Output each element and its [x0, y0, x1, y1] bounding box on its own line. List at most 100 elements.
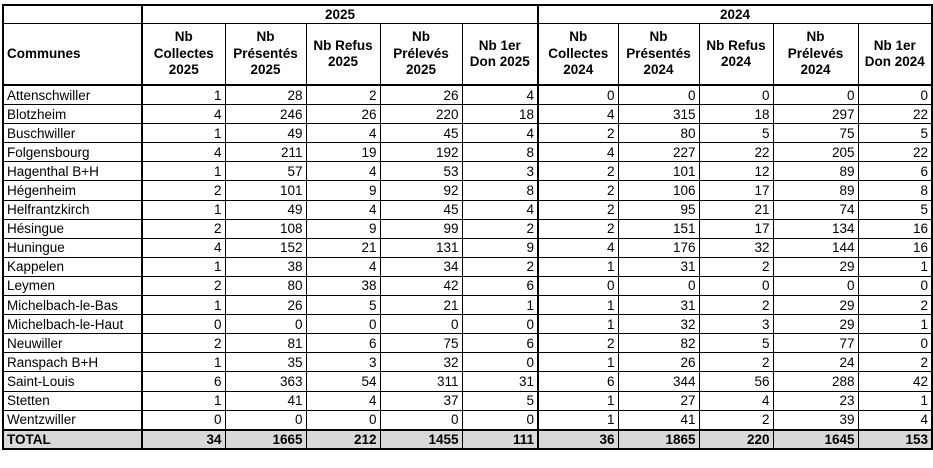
value-cell: 0: [305, 314, 381, 335]
commune-cell: Huningue: [2, 237, 143, 258]
value-cell: 4: [305, 161, 381, 182]
value-cell: 54: [305, 371, 381, 392]
value-cell: 2: [698, 295, 774, 316]
value-cell: 22: [857, 104, 933, 125]
value-cell: 6: [857, 161, 933, 182]
value-cell: 108: [224, 218, 307, 239]
value-cell: 6: [461, 275, 539, 297]
value-cell: 2: [857, 352, 933, 373]
table-row: Hagenthal B+H 1 57 4 53 3 2 101 12 89 6: [2, 161, 933, 182]
value-cell: 5: [857, 123, 933, 144]
value-cell: 21: [379, 295, 463, 316]
value-cell: 2: [698, 409, 774, 431]
value-cell: 4: [537, 104, 619, 125]
value-cell: 0: [141, 314, 226, 335]
value-cell: 18: [461, 104, 539, 125]
value-cell: 2: [141, 275, 226, 297]
table-row: Saint-Louis 6 363 54 311 31 6 344 56 288 42: [2, 371, 933, 392]
value-cell: 24: [772, 352, 859, 373]
value-cell: 0: [461, 314, 539, 335]
value-cell: 106: [617, 180, 700, 201]
value-cell: 0: [857, 84, 933, 106]
value-cell: 37: [379, 390, 463, 411]
value-cell: 99: [379, 218, 463, 239]
value-cell: 311: [379, 371, 463, 392]
value-cell: 27: [617, 390, 700, 411]
value-cell: 22: [698, 142, 774, 163]
value-cell: 2: [537, 333, 619, 354]
value-cell: 0: [537, 275, 619, 297]
total-value-cell: 1455: [379, 428, 463, 450]
table-row: Blotzheim 4 246 26 220 18 4 315 18 297 22: [2, 104, 933, 125]
value-cell: 45: [379, 199, 463, 220]
commune-cell: Michelbach-le-Bas: [2, 295, 143, 316]
col-header-nb-collectes-2024: Nb Collectes 2024: [537, 23, 619, 86]
value-cell: 176: [617, 237, 700, 258]
total-value-cell: 220: [698, 428, 774, 450]
year-group-2025: 2025: [141, 4, 539, 24]
value-cell: 31: [461, 371, 539, 392]
value-cell: 134: [772, 218, 859, 239]
col-header-nb-1er-don-2024: Nb 1er Don 2024: [857, 23, 933, 86]
commune-cell: Michelbach-le-Haut: [2, 314, 143, 335]
value-cell: 205: [772, 142, 859, 163]
value-cell: 220: [379, 104, 463, 125]
value-cell: 1: [857, 390, 933, 411]
table-row: Attenschwiller 1 28 2 26 4 0 0 0 0 0: [2, 84, 933, 106]
value-cell: 0: [305, 409, 381, 431]
value-cell: 2: [461, 218, 539, 239]
value-cell: 38: [305, 275, 381, 297]
value-cell: 4: [305, 256, 381, 277]
value-cell: 41: [224, 390, 307, 411]
value-cell: 1: [537, 390, 619, 411]
value-cell: 6: [305, 333, 381, 354]
value-cell: 2: [305, 84, 381, 106]
value-cell: 5: [305, 295, 381, 316]
col-header-nb-preleves-2024: Nb Prélevés 2024: [772, 23, 859, 86]
col-header-nb-presentes-2025: Nb Présentés 2025: [224, 23, 307, 86]
value-cell: 1: [141, 352, 226, 373]
commune-cell: Hésingue: [2, 218, 143, 239]
value-cell: 0: [617, 84, 700, 106]
table-row: Kappelen 1 38 4 34 2 1 31 2 29 1: [2, 256, 933, 277]
table-row: Ranspach B+H 1 35 3 32 0 1 26 2 24 2: [2, 352, 933, 373]
value-cell: 9: [305, 218, 381, 239]
value-cell: 29: [772, 314, 859, 335]
value-cell: 5: [461, 390, 539, 411]
table-body: Attenschwiller 1 28 2 26 4 0 0 0 0 0 Blotzheim 4 246 2…: [2, 84, 933, 431]
value-cell: 19: [305, 142, 381, 163]
table-row: Wentzwiller 0 0 0 0 0 1 41 2 39 4: [2, 409, 933, 431]
value-cell: 26: [379, 84, 463, 106]
total-value-cell: 1665: [224, 428, 307, 450]
value-cell: 1: [141, 295, 226, 316]
value-cell: 77: [772, 333, 859, 354]
total-row: TOTAL 34 1665 212 1455 111 36 1865 220 1645 153: [2, 428, 933, 450]
commune-cell: Hégenheim: [2, 180, 143, 201]
value-cell: 0: [379, 409, 463, 431]
value-cell: 42: [379, 275, 463, 297]
value-cell: 0: [537, 84, 619, 106]
col-header-nb-1er-don-2025: Nb 1er Don 2025: [461, 23, 539, 86]
value-cell: 8: [461, 180, 539, 201]
value-cell: 2: [141, 180, 226, 201]
value-cell: 288: [772, 371, 859, 392]
table-row: Folgensbourg 4 211 19 192 8 4 227 22 205 22: [2, 142, 933, 163]
value-cell: 23: [772, 390, 859, 411]
value-cell: 0: [224, 314, 307, 335]
value-cell: 45: [379, 123, 463, 144]
commune-cell: Neuwiller: [2, 333, 143, 354]
value-cell: 4: [305, 199, 381, 220]
value-cell: 9: [461, 237, 539, 258]
total-value-cell: 1865: [617, 428, 700, 450]
commune-cell: Folgensbourg: [2, 142, 143, 163]
value-cell: 211: [224, 142, 307, 163]
value-cell: 2: [698, 256, 774, 277]
year-group-2024: 2024: [537, 4, 933, 24]
value-cell: 6: [461, 333, 539, 354]
value-cell: 29: [772, 295, 859, 316]
value-cell: 1: [537, 295, 619, 316]
value-cell: 75: [379, 333, 463, 354]
data-table: 2025 2024 Communes Nb Collectes 2025 Nb …: [2, 4, 933, 450]
value-cell: 1: [141, 123, 226, 144]
value-cell: 0: [772, 84, 859, 106]
